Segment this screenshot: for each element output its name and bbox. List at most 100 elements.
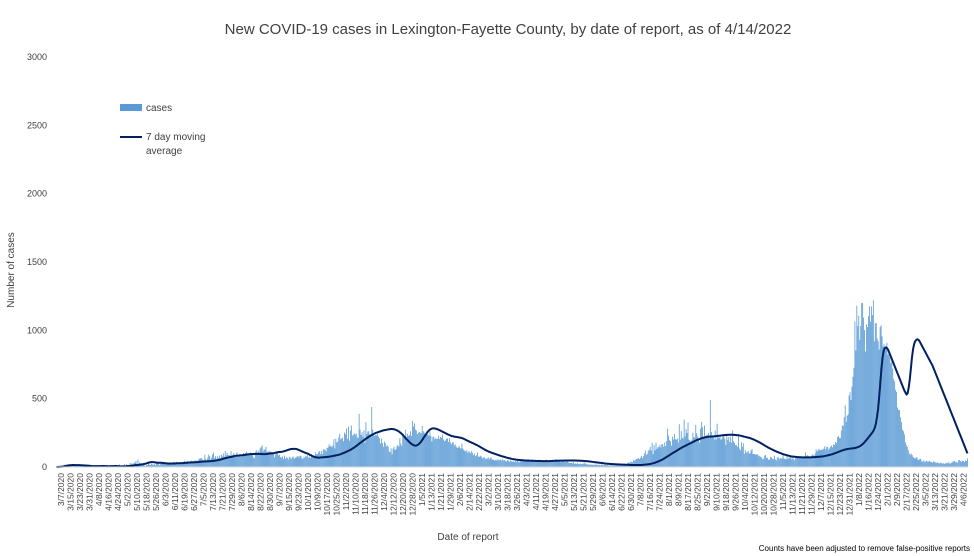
- case-bar: [272, 452, 274, 467]
- case-bar: [543, 461, 544, 467]
- case-bar: [659, 445, 661, 467]
- case-bar: [854, 321, 856, 467]
- case-bar: [73, 465, 75, 467]
- case-bar: [275, 454, 277, 467]
- case-bar: [448, 438, 450, 467]
- case-bar: [595, 464, 597, 467]
- case-bar: [377, 433, 378, 467]
- y-axis-ticks: 0 500 1000 1500 2000 2500 3000: [27, 52, 47, 472]
- case-bar: [708, 437, 710, 467]
- case-bar: [716, 423, 718, 467]
- case-bar: [225, 455, 227, 467]
- case-bar: [769, 459, 770, 467]
- case-bar: [491, 459, 493, 467]
- case-bar: [604, 464, 605, 467]
- case-bar: [660, 447, 662, 467]
- case-bar: [607, 464, 608, 467]
- case-bar: [884, 350, 886, 467]
- case-bar: [512, 461, 513, 467]
- case-bar: [675, 439, 676, 467]
- case-bar: [477, 452, 478, 467]
- case-bar: [811, 454, 813, 467]
- case-bar: [458, 445, 460, 467]
- case-bar: [196, 461, 198, 467]
- case-bar: [706, 435, 707, 467]
- case-bar: [481, 458, 483, 467]
- x-tick-label: 6/30/2021: [626, 473, 636, 511]
- case-bar: [946, 462, 948, 467]
- case-bar: [482, 457, 484, 467]
- x-tick-label: 7/8/2021: [635, 473, 645, 506]
- case-bar: [738, 433, 739, 467]
- case-bar: [159, 464, 161, 467]
- case-bar: [744, 450, 746, 467]
- x-tick-label: 10/28/2021: [768, 473, 778, 516]
- x-tick-label: 11/13/2021: [787, 473, 797, 515]
- case-bar: [526, 461, 528, 467]
- case-bar: [888, 353, 890, 467]
- case-bar: [963, 460, 964, 467]
- case-bar: [369, 434, 371, 467]
- case-bar: [776, 457, 778, 467]
- x-tick-label: 3/21/2022: [939, 473, 949, 511]
- case-bar: [74, 465, 76, 467]
- case-bar: [642, 456, 644, 467]
- case-bar: [465, 451, 467, 467]
- case-bar: [343, 441, 344, 467]
- case-bar: [894, 381, 896, 467]
- case-bar: [413, 426, 414, 467]
- case-bar: [770, 456, 771, 467]
- case-bar: [403, 435, 405, 467]
- case-bar: [697, 436, 699, 467]
- case-bar: [149, 464, 150, 467]
- case-bar: [567, 461, 569, 467]
- case-bar: [307, 454, 309, 467]
- case-bar: [310, 457, 312, 467]
- case-bar: [808, 457, 810, 467]
- case-bar: [313, 455, 314, 467]
- case-bar: [781, 458, 783, 467]
- case-bar: [309, 456, 311, 467]
- case-bar: [394, 450, 396, 467]
- case-bar: [404, 436, 406, 467]
- case-bar: [803, 456, 804, 467]
- legend-label-cases: cases: [146, 103, 172, 114]
- case-bar: [645, 454, 647, 467]
- x-tick-label: 9/26/2021: [730, 473, 740, 511]
- x-tick-label: 3/13/2022: [930, 473, 940, 511]
- x-tick-label: 11/26/2020: [369, 473, 379, 515]
- case-bar: [261, 445, 263, 467]
- case-bar: [655, 442, 657, 467]
- case-bar: [610, 465, 612, 467]
- case-bar: [936, 462, 938, 467]
- case-bar: [874, 323, 876, 467]
- case-bar: [312, 455, 313, 467]
- case-bar: [905, 445, 907, 467]
- case-bar: [282, 456, 283, 467]
- case-bar: [754, 454, 756, 467]
- case-bar: [927, 461, 929, 467]
- case-bar: [299, 455, 301, 467]
- case-bar: [876, 338, 878, 467]
- case-bar: [535, 460, 537, 467]
- case-bar: [478, 456, 479, 467]
- case-bar: [600, 465, 602, 467]
- case-bar: [158, 465, 160, 467]
- case-bar: [649, 446, 651, 467]
- case-bar: [730, 436, 732, 467]
- case-bar: [712, 437, 714, 467]
- case-bar: [411, 435, 412, 467]
- case-bar: [461, 443, 463, 467]
- x-tick-label: 6/11/2020: [170, 473, 180, 510]
- case-bar: [948, 462, 950, 467]
- x-tick-label: 12/20/2020: [398, 473, 408, 516]
- case-bar: [900, 417, 901, 467]
- x-tick-label: 4/19/2021: [540, 473, 550, 511]
- case-bar: [161, 463, 163, 467]
- case-bar: [942, 463, 944, 467]
- case-bar: [966, 460, 967, 467]
- case-bar: [239, 454, 241, 467]
- legend: cases 7 day moving average: [120, 103, 205, 157]
- case-bar: [851, 386, 853, 467]
- case-bar: [435, 437, 437, 467]
